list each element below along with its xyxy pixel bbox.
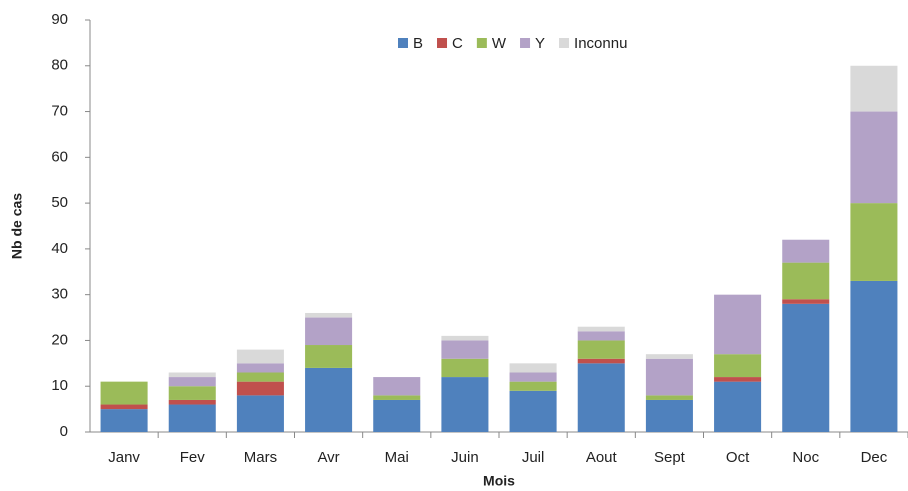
y-tick-label: 20 (51, 331, 68, 348)
bar-segment (782, 262, 830, 300)
legend-swatch (520, 38, 531, 48)
bar-segment (509, 390, 557, 432)
bar-segment (714, 294, 762, 355)
y-tick-label: 90 (51, 11, 68, 28)
bar-segment (305, 345, 353, 368)
legend-swatch (398, 38, 408, 48)
bar-segment (100, 381, 148, 405)
bar-segment (509, 372, 557, 382)
bar-segment (236, 363, 284, 373)
x-tick-label: Dec (861, 449, 888, 466)
x-tick-label: Fev (180, 449, 206, 466)
y-tick-label: 0 (60, 423, 68, 440)
x-tick-label: Sept (654, 449, 686, 466)
bar-segment (373, 399, 421, 432)
legend-label: Inconnu (574, 35, 627, 52)
bar-segment (509, 381, 557, 391)
y-tick-label: 70 (51, 103, 68, 120)
bar-segment (714, 381, 762, 432)
bar-segment (782, 299, 830, 304)
x-tick-label: Mai (385, 449, 409, 466)
legend-swatch (559, 38, 570, 48)
bar-segment (509, 363, 557, 373)
bar-segment (850, 65, 898, 112)
bar-segment (645, 395, 693, 400)
bar-segment (100, 404, 148, 410)
bar-segment (850, 203, 898, 281)
y-tick-label: 50 (51, 194, 68, 211)
bar-segment (236, 349, 284, 364)
bar-segment (236, 381, 284, 396)
x-tick-label: Mars (244, 449, 277, 466)
x-tick-label: Janv (108, 449, 140, 466)
bar-segment (100, 409, 148, 432)
x-tick-label: Avr (317, 449, 339, 466)
x-tick-label: Juil (522, 449, 545, 466)
bar-segment (236, 395, 284, 432)
bar-segment (305, 312, 353, 318)
bar-segment (577, 363, 625, 432)
x-tick-label: Noc (792, 449, 819, 466)
legend-label: Y (535, 35, 545, 52)
bar-segment (373, 395, 421, 400)
bar-segment (577, 326, 625, 332)
y-tick-label: 30 (51, 286, 68, 303)
bar-segment (236, 372, 284, 382)
legend-label: W (492, 35, 507, 52)
x-tick-label: Aout (586, 449, 618, 466)
x-tick-label: Juin (451, 449, 479, 466)
bar-segment (782, 239, 830, 263)
bar-segment (850, 111, 898, 204)
bar-segment (782, 303, 830, 432)
bar-segment (577, 358, 625, 364)
bar-segment (645, 354, 693, 359)
bar-segment (168, 404, 216, 432)
bar-segment (305, 317, 353, 346)
bar-segment (305, 367, 353, 432)
y-tick-label: 60 (51, 148, 68, 165)
bar-segment (577, 340, 625, 359)
bar-segment (168, 399, 216, 405)
x-tick-label: Oct (726, 449, 750, 466)
bar-segment (168, 377, 216, 387)
y-tick-label: 10 (51, 377, 68, 394)
bar-segment (168, 386, 216, 400)
legend-label: B (413, 35, 423, 52)
y-axis-label: Nb de cas (9, 193, 25, 259)
bar-segment (168, 372, 216, 378)
legend-swatch (476, 38, 487, 48)
bar-segment (850, 280, 898, 432)
bar-segment (645, 399, 693, 432)
y-tick-label: 80 (51, 57, 68, 74)
bar-segment (645, 358, 693, 396)
y-tick-label: 40 (51, 240, 68, 257)
bar-segment (577, 331, 625, 341)
bar-segment (714, 377, 762, 382)
bar-segment (441, 335, 489, 341)
legend-label: C (452, 35, 463, 52)
bar-segment (441, 358, 489, 378)
bar-segment (441, 377, 489, 432)
bar-segment (714, 354, 762, 378)
bar-segment (373, 377, 421, 396)
bar-segment (441, 340, 489, 359)
x-axis-label: Mois (483, 473, 515, 489)
legend-swatch (437, 38, 448, 48)
